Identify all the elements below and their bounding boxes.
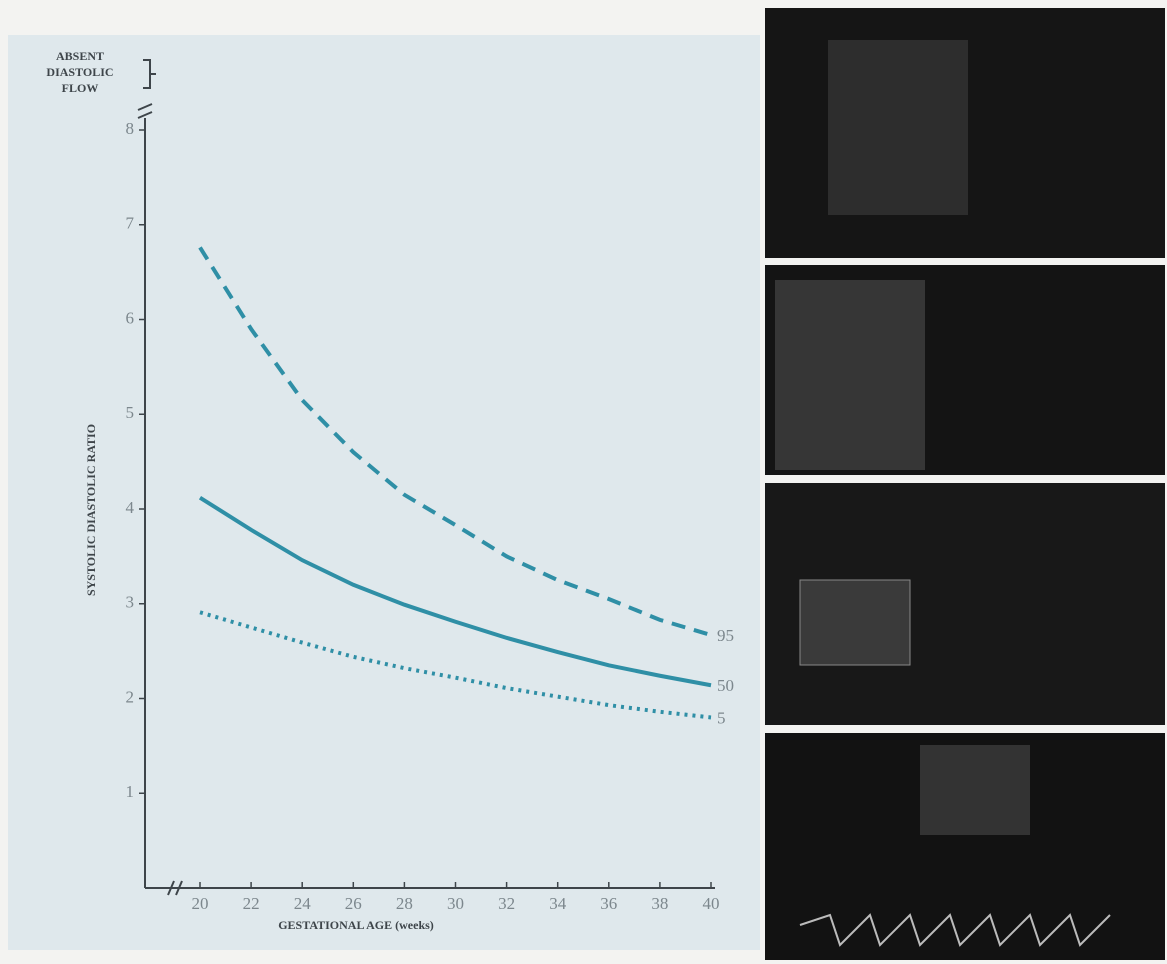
plot: GESTATIONAL AGE (weeks) SYSTOLIC DIASTOL… xyxy=(46,49,734,932)
x-tick-label: 30 xyxy=(447,894,464,913)
annotation-bracket xyxy=(143,59,156,89)
x-tick-label: 34 xyxy=(549,894,567,913)
axis-break xyxy=(137,111,153,119)
x-axis-label: GESTATIONAL AGE (weeks) xyxy=(278,918,434,932)
x-tick-label: 28 xyxy=(396,894,413,913)
y-tick-label: 2 xyxy=(126,687,135,706)
x-tick-label: 32 xyxy=(498,894,515,913)
series-label: 95 xyxy=(717,626,734,645)
series-line xyxy=(198,495,712,688)
doppler-waveform xyxy=(799,913,1111,947)
axis-break xyxy=(175,880,183,896)
series-label: 5 xyxy=(717,708,726,727)
annotation: ABSENT xyxy=(56,49,104,63)
x-tick-label: 40 xyxy=(703,894,720,913)
x-tick-label: 26 xyxy=(345,894,362,913)
y-tick-label: 5 xyxy=(126,403,135,422)
ultrasound-scan xyxy=(799,579,911,666)
ultrasound-scan xyxy=(775,280,925,470)
axis-break xyxy=(167,880,175,896)
y-tick-label: 6 xyxy=(126,308,135,327)
ultrasound-scan xyxy=(920,745,1030,835)
series-label: 50 xyxy=(717,676,734,695)
x-tick-label: 22 xyxy=(243,894,260,913)
y-tick-label: 7 xyxy=(126,214,135,233)
annotation: FLOW xyxy=(62,81,99,95)
x-tick-label: 20 xyxy=(192,894,209,913)
ultrasound-scan xyxy=(828,40,968,215)
y-tick-label: 8 xyxy=(126,119,135,138)
y-tick-label: 1 xyxy=(126,782,135,801)
x-tick-label: 24 xyxy=(294,894,312,913)
series-line xyxy=(199,610,712,720)
y-axis-label: SYSTOLIC DIASTOLIC RATIO xyxy=(84,424,98,596)
axis-break xyxy=(137,103,153,111)
ultrasound-images xyxy=(765,8,1165,960)
annotation: DIASTOLIC xyxy=(46,65,113,79)
x-tick-label: 38 xyxy=(651,894,668,913)
y-tick-label: 4 xyxy=(126,498,135,517)
chart-panel xyxy=(8,35,760,950)
y-tick-label: 3 xyxy=(126,593,135,612)
x-tick-label: 36 xyxy=(600,894,617,913)
